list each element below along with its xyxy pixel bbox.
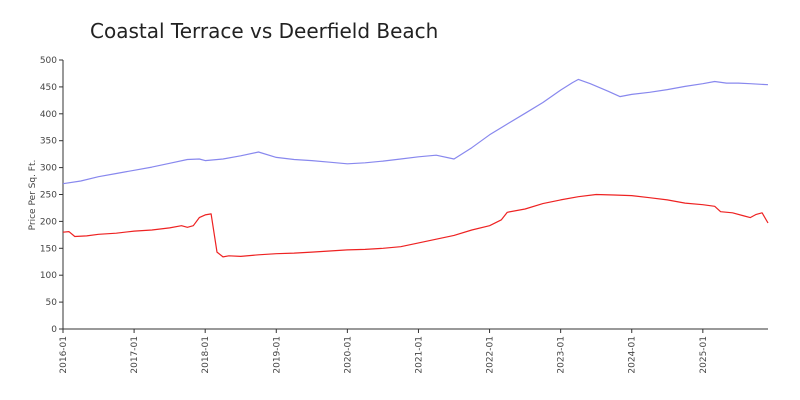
y-tick-label: 400 <box>40 110 57 120</box>
y-tick-label: 100 <box>40 271 57 281</box>
x-tick-label: 2016-01 <box>59 336 69 374</box>
series-line-1 <box>62 78 769 185</box>
y-tick-label: 150 <box>40 244 57 254</box>
x-tick-label: 2025-01 <box>699 336 709 374</box>
y-tick-label: 350 <box>40 137 57 147</box>
chart-title: Coastal Terrace vs Deerfield Beach <box>90 19 439 43</box>
x-tick-label: 2018-01 <box>201 336 211 374</box>
x-axis: 2016-01 2017-01 2018-01 2019-01 2020-01 2021-… <box>59 328 768 374</box>
x-tick-label: 2020-01 <box>343 336 353 374</box>
x-tick-label: 2019-01 <box>272 336 282 374</box>
y-tick-label: 50 <box>46 298 58 308</box>
x-tick-label: 2017-01 <box>130 336 140 374</box>
x-tick-label: 2024-01 <box>628 336 638 374</box>
x-tick-label: 2023-01 <box>557 336 567 374</box>
y-axis: 0 50 100 150 200 250 300 350 400 450 500 <box>40 56 64 335</box>
y-tick-label: 300 <box>40 164 57 174</box>
y-tick-label: 0 <box>51 325 57 335</box>
y-tick-label: 450 <box>40 83 57 93</box>
y-tick-label: 250 <box>40 191 57 201</box>
y-tick-label: 500 <box>40 56 57 66</box>
series-line-2 <box>62 193 769 258</box>
series-layer <box>62 78 769 258</box>
y-axis-title: Price Per Sq. Ft. <box>28 160 38 231</box>
x-tick-label: 2021-01 <box>414 336 424 374</box>
x-tick-label: 2022-01 <box>486 336 496 374</box>
y-tick-label: 200 <box>40 217 57 227</box>
